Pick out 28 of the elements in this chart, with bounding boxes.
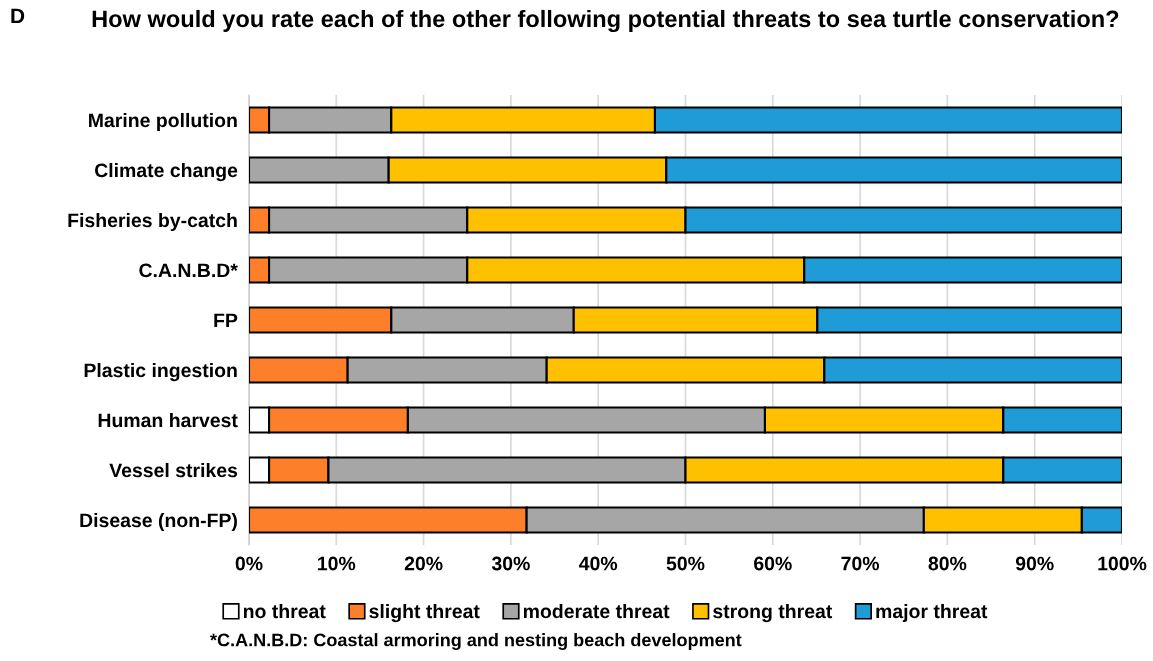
y-tick-label: Vessel strikes (109, 462, 238, 478)
y-tick-label: FP (214, 313, 238, 328)
x-tick-label: 0% (235, 556, 263, 571)
x-tick-label: 30% (491, 556, 530, 571)
x-tick-label: 40% (579, 556, 618, 571)
y-tick-label: Disease (non-FP) (80, 512, 237, 532)
x-tick-label: 20% (404, 556, 443, 571)
y-tick-label: Marine pollution (89, 112, 237, 132)
x-tick-label: 80% (928, 556, 967, 571)
x-tick-label: 10% (318, 556, 356, 571)
text: D (11, 8, 25, 24)
chart-title: How would you rate each of the other following potential threats to sea turtle conservation? (92, 9, 1119, 33)
x-tick-label: 50% (666, 556, 705, 571)
y-tick-label: Human harvest (98, 412, 238, 428)
y-tick-label: Plastic ingestion (84, 362, 237, 382)
legend-label: moderate threat (523, 603, 670, 619)
legend-label: no threat (243, 603, 326, 619)
y-tick-label: Climate change (94, 162, 238, 182)
legend-label: major threat (876, 603, 988, 623)
y-tick-label: Fisheries by-catch (68, 212, 237, 232)
x-tick-label: 70% (841, 556, 880, 571)
y-tick-label: C.A.N.B.D* (139, 263, 238, 278)
x-tick-label: 100% (1098, 556, 1147, 571)
x-tick-label: 60% (754, 556, 792, 571)
x-tick-label: 90% (1015, 556, 1054, 571)
text: *C.A.N.B.D: Coastal armoring and nesting beach development (210, 633, 742, 650)
legend-label: strong threat (713, 603, 833, 623)
legend-label: slight threat (369, 603, 480, 623)
